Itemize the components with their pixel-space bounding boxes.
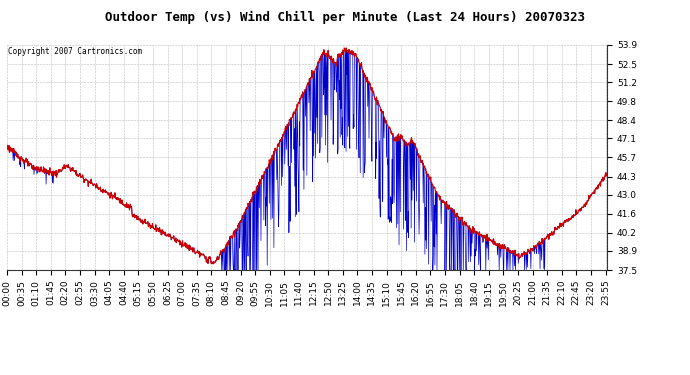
- Text: Outdoor Temp (vs) Wind Chill per Minute (Last 24 Hours) 20070323: Outdoor Temp (vs) Wind Chill per Minute …: [105, 11, 585, 24]
- Text: Copyright 2007 Cartronics.com: Copyright 2007 Cartronics.com: [8, 47, 142, 56]
